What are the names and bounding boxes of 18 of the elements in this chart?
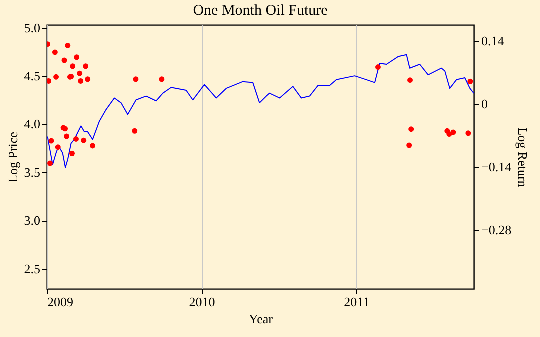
y2-axis-title: Log Return [516,128,531,188]
y2-tick-label: 0 [482,96,488,112]
y2-tick-label: −0.14 [482,160,512,175]
y-tick-label: 5.0 [24,20,40,36]
chart-title: One Month Oil Future [193,2,328,19]
y-tick-label: 4.5 [24,68,40,84]
y-tick-label: 3.5 [24,164,40,180]
x-tick-label: 2011 [344,294,370,310]
x-tick-label: 2009 [48,294,74,310]
y-tick-label: 2.5 [24,261,40,276]
y-axis-title: Log Price [5,132,20,183]
y-tick-label: 4.0 [24,116,40,132]
line-series [47,54,474,168]
y2-tick-label: −0.28 [482,222,512,238]
y-tick-label: 3.0 [24,213,40,228]
x-axis-title: Year [249,312,274,326]
y2-tick-label: 0.14 [482,34,505,49]
x-tick-label: 2010 [189,294,216,310]
